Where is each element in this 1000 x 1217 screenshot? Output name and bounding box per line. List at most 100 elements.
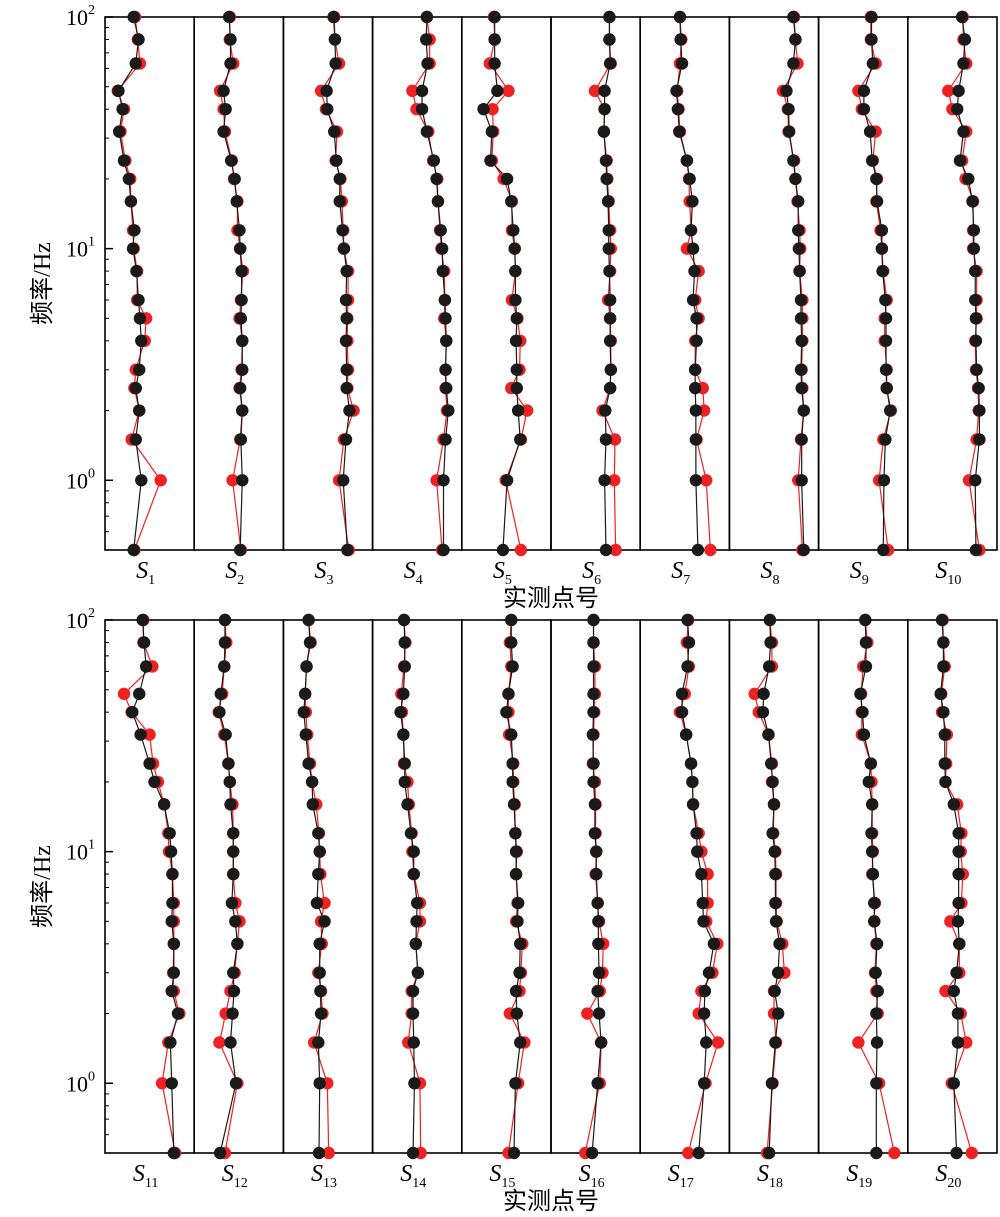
series-black-line-s19 — [859, 619, 879, 1153]
data-point-black — [337, 242, 351, 255]
data-point-black — [394, 705, 407, 719]
data-point-red — [581, 1007, 594, 1020]
station-frame-s3 — [282, 16, 374, 551]
data-point-black — [299, 728, 313, 741]
data-point-black — [797, 404, 810, 417]
data-point-black — [409, 937, 423, 951]
y-axis-label: 频率/Hz — [29, 242, 56, 325]
data-point-black — [692, 1146, 705, 1160]
data-point-black — [321, 102, 334, 116]
data-point-black — [598, 102, 611, 116]
data-point-black — [686, 195, 699, 208]
y-axis-label: 频率/Hz — [29, 845, 56, 928]
data-point-black — [859, 636, 873, 649]
data-point-black — [165, 1077, 178, 1090]
data-point-black — [969, 264, 982, 278]
data-point-black — [793, 264, 806, 278]
data-point-black — [510, 1007, 523, 1020]
data-point-red — [154, 474, 167, 487]
data-point-black — [398, 660, 411, 673]
data-point-black — [442, 404, 455, 417]
station-frame-s5 — [460, 16, 552, 551]
data-point-black — [691, 543, 705, 557]
data-point-black — [303, 636, 317, 649]
data-point-black — [300, 660, 313, 673]
data-point-black — [950, 966, 963, 979]
data-point-black — [511, 915, 524, 928]
data-point-black — [879, 312, 893, 325]
data-point-black — [340, 363, 353, 376]
data-point-black — [675, 57, 689, 70]
data-point-black — [137, 636, 151, 649]
data-point-black — [588, 827, 602, 840]
data-point-black — [857, 102, 871, 116]
data-point-black — [973, 404, 986, 417]
data-point-black — [789, 33, 802, 46]
data-point-black — [767, 798, 781, 811]
data-point-black — [333, 172, 346, 186]
data-point-black — [337, 474, 350, 487]
data-point-black — [227, 984, 241, 998]
y-tick-label: 100 — [66, 1069, 95, 1096]
data-point-black — [513, 966, 526, 979]
data-point-black — [341, 543, 354, 557]
data-point-black — [950, 1146, 963, 1160]
data-point-black — [766, 827, 779, 840]
data-point-black — [879, 433, 892, 446]
data-point-black — [506, 775, 519, 789]
data-point-black — [420, 125, 434, 138]
data-point-black — [297, 705, 310, 719]
data-point-black — [879, 334, 893, 348]
data-point-black — [511, 896, 525, 910]
data-point-black — [603, 57, 617, 70]
data-point-black — [310, 896, 324, 910]
station-frame-s7 — [639, 16, 731, 551]
data-point-black — [398, 636, 411, 649]
data-point-black — [507, 798, 521, 811]
data-point-black — [397, 687, 410, 701]
data-point-black — [792, 195, 805, 208]
data-point-black — [506, 660, 519, 673]
data-point-black — [509, 293, 522, 307]
data-point-black — [165, 915, 178, 928]
data-point-black — [230, 195, 243, 208]
station-frame-s12 — [193, 619, 285, 1154]
data-point-black — [222, 757, 235, 770]
y-tick-label: 102 — [66, 606, 95, 633]
data-point-black — [224, 1036, 237, 1049]
data-point-black — [327, 10, 340, 24]
data-point-black — [957, 125, 970, 138]
data-point-red — [143, 728, 156, 741]
data-point-black — [148, 775, 161, 789]
series-red-line-s18 — [753, 619, 785, 1154]
data-point-red — [155, 1077, 169, 1090]
data-point-black — [167, 937, 181, 951]
data-point-black — [698, 984, 712, 998]
data-point-black — [406, 1007, 420, 1020]
data-point-black — [227, 966, 240, 979]
station-frame-s8 — [728, 16, 820, 551]
data-point-black — [165, 984, 178, 998]
data-point-black — [762, 660, 776, 673]
station-label-s5: S5 — [493, 558, 512, 588]
data-point-red — [704, 543, 717, 557]
data-point-black — [876, 264, 889, 278]
data-point-black — [236, 474, 249, 487]
data-point-black — [769, 915, 783, 928]
data-point-black — [514, 937, 527, 951]
panel-stations-11-20: 100 101 102 频率/Hz S11 S12 S13 S14 S15 S16 S17 S18 S1… — [29, 606, 998, 1215]
data-point-black — [870, 1007, 883, 1020]
data-point-black — [757, 687, 770, 701]
station-label-s11: S11 — [133, 1161, 158, 1191]
data-point-black — [407, 845, 420, 858]
data-point-black — [157, 798, 171, 811]
data-point-black — [431, 195, 445, 208]
data-point-black — [756, 705, 770, 719]
data-point-black — [969, 543, 983, 557]
data-point-black — [439, 363, 452, 376]
data-point-black — [420, 10, 434, 24]
data-point-black — [587, 660, 600, 673]
data-point-black — [133, 404, 146, 417]
series-black-line-s9 — [863, 17, 891, 551]
